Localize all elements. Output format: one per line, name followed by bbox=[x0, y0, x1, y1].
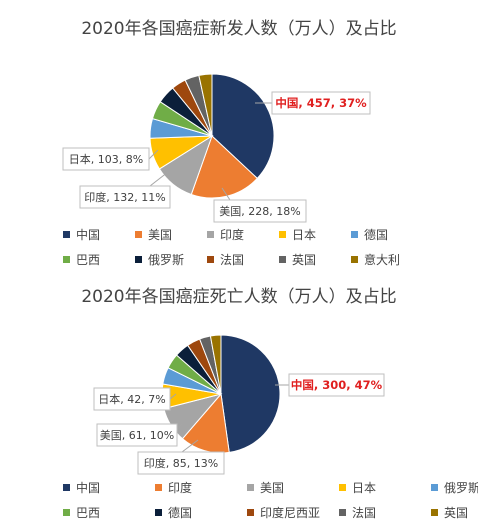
legend-item: 日本 bbox=[279, 226, 341, 243]
legend-swatch bbox=[63, 484, 70, 491]
legend-swatch bbox=[247, 509, 254, 516]
legend-label: 俄罗斯 bbox=[148, 253, 185, 267]
legend-label: 印度 bbox=[220, 228, 245, 242]
legend-swatch bbox=[339, 484, 346, 491]
data-label: 印度, 132, 11% bbox=[84, 190, 165, 204]
legend-item: 中国 bbox=[63, 479, 145, 496]
pie-slice-1-1 bbox=[211, 73, 275, 180]
legend-item: 日本 bbox=[339, 479, 421, 496]
pie-slice-1-10 bbox=[198, 73, 213, 137]
legend-item: 意大利 bbox=[351, 251, 413, 268]
legend-label: 英国 bbox=[444, 506, 469, 520]
legend-label: 德国 bbox=[364, 228, 389, 242]
data-label: 日本, 103, 8% bbox=[69, 152, 143, 166]
legend-new-cases: 中国 美国 印度 日本 德国巴西 俄罗斯 法国 英国 意大利 bbox=[63, 226, 463, 268]
legend-swatch bbox=[63, 231, 70, 238]
data-label: 美国, 61, 10% bbox=[100, 429, 174, 442]
legend-swatch bbox=[63, 256, 70, 263]
legend-item: 英国 bbox=[431, 504, 478, 521]
legend-swatch bbox=[63, 509, 70, 516]
leader-line bbox=[169, 393, 177, 400]
legend-label: 法国 bbox=[220, 253, 245, 267]
legend-label: 英国 bbox=[292, 253, 317, 267]
legend-swatch bbox=[155, 484, 162, 491]
legend-label: 巴西 bbox=[76, 253, 101, 267]
legend-item: 美国 bbox=[135, 226, 197, 243]
legend-label: 中国 bbox=[76, 228, 101, 242]
legend-item: 德国 bbox=[351, 226, 413, 243]
chart-title-deaths: 2020年各国癌症死亡人数（万人）及占比 bbox=[81, 287, 397, 307]
legend-item: 印度尼西亚 bbox=[247, 504, 329, 521]
legend-item: 印度 bbox=[155, 479, 237, 496]
legend-swatch bbox=[207, 256, 214, 263]
data-label-box bbox=[213, 199, 307, 223]
data-label: 日本, 42, 7% bbox=[98, 392, 165, 406]
legend-label: 法国 bbox=[352, 506, 377, 520]
legend-label: 印度 bbox=[168, 481, 193, 495]
chart-title-new-cases: 2020年各国癌症新发人数（万人）及占比 bbox=[81, 19, 397, 39]
legend-item: 法国 bbox=[207, 251, 269, 268]
legend-swatch bbox=[351, 256, 358, 263]
legend-swatch bbox=[431, 509, 438, 516]
legend-swatch bbox=[431, 484, 438, 491]
legend-swatch bbox=[279, 231, 286, 238]
legend-item: 法国 bbox=[339, 504, 421, 521]
data-label: 印度, 85, 13% bbox=[144, 456, 218, 470]
legend-deaths: 中国 印度 美国 日本 俄罗斯巴西 德国 印度尼西亚 法国 英国 bbox=[63, 479, 478, 521]
data-label: 中国, 457, 37% bbox=[275, 96, 367, 110]
leader-line bbox=[149, 171, 169, 187]
legend-swatch bbox=[135, 256, 142, 263]
legend-label: 美国 bbox=[148, 228, 173, 242]
legend-item: 巴西 bbox=[63, 251, 125, 268]
legend-item: 中国 bbox=[63, 226, 125, 243]
legend-label: 美国 bbox=[260, 481, 285, 495]
data-label: 美国, 228, 18% bbox=[219, 205, 300, 218]
legend-swatch bbox=[351, 231, 358, 238]
legend-swatch bbox=[155, 509, 162, 516]
pie-slice-2-1 bbox=[220, 334, 281, 453]
pie-slice-1-2 bbox=[190, 135, 258, 199]
leader-line bbox=[181, 439, 199, 453]
legend-swatch bbox=[339, 509, 346, 516]
leader-line bbox=[148, 149, 159, 160]
legend-swatch bbox=[135, 231, 142, 238]
legend-item: 俄罗斯 bbox=[135, 251, 197, 268]
pie-slice-2-10 bbox=[209, 334, 222, 395]
data-label-box bbox=[288, 373, 385, 397]
legend-item: 俄罗斯 bbox=[431, 479, 478, 496]
legend-label: 日本 bbox=[292, 228, 317, 242]
legend-label: 印度尼西亚 bbox=[260, 506, 321, 520]
legend-swatch bbox=[279, 256, 286, 263]
legend-item: 巴西 bbox=[63, 504, 145, 521]
legend-label: 德国 bbox=[168, 506, 193, 520]
legend-item: 印度 bbox=[207, 226, 269, 243]
legend-label: 日本 bbox=[352, 481, 377, 495]
legend-swatch bbox=[207, 231, 214, 238]
data-label-box bbox=[271, 91, 371, 115]
data-label-box bbox=[93, 387, 171, 411]
legend-item: 英国 bbox=[279, 251, 341, 268]
legend-label: 意大利 bbox=[364, 253, 401, 267]
legend-item: 美国 bbox=[247, 479, 329, 496]
data-label-box bbox=[96, 423, 178, 447]
data-label-box bbox=[62, 147, 150, 171]
data-label-box bbox=[137, 451, 225, 475]
legend-label: 巴西 bbox=[76, 506, 101, 520]
legend-label: 中国 bbox=[76, 481, 101, 495]
data-label: 中国, 300, 47% bbox=[291, 378, 383, 392]
legend-item: 德国 bbox=[155, 504, 237, 521]
legend-swatch bbox=[247, 484, 254, 491]
data-label-box bbox=[79, 185, 171, 209]
leader-line bbox=[176, 423, 183, 431]
legend-label: 俄罗斯 bbox=[444, 481, 478, 495]
leader-line bbox=[221, 187, 231, 201]
